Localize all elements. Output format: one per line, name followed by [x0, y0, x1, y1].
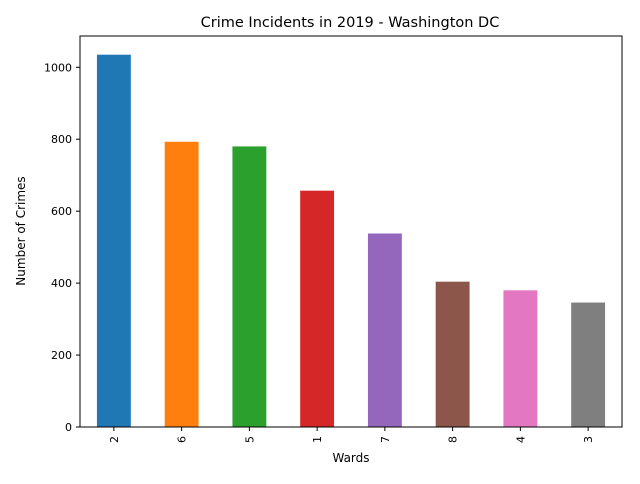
- x-tick-label: 4: [514, 436, 527, 443]
- x-axis-label: Wards: [332, 451, 369, 465]
- bar-ward-6: [164, 141, 199, 427]
- y-axis-label: Number of Crimes: [14, 176, 28, 285]
- bar-ward-2: [96, 54, 131, 427]
- x-tick-label: 2: [108, 436, 121, 443]
- x-tick-label: 6: [176, 436, 189, 443]
- x-tick-label: 1: [311, 436, 324, 443]
- x-tick-label: 5: [243, 436, 256, 443]
- bar-ward-3: [571, 302, 606, 427]
- bar-ward-8: [435, 281, 470, 427]
- x-tick-label: 7: [379, 436, 392, 443]
- plot-frame: [79, 35, 623, 428]
- y-tick-label: 200: [51, 349, 72, 362]
- bar-ward-1: [300, 190, 335, 427]
- bar-ward-7: [367, 233, 402, 427]
- chart-title: Crime Incidents in 2019 - Washington DC: [201, 15, 500, 31]
- x-tick-label: 3: [582, 436, 595, 443]
- bars-layer: [96, 54, 606, 427]
- y-tick-label: 0: [65, 421, 72, 434]
- y-tick-label: 600: [51, 205, 72, 218]
- y-tick-label: 1000: [44, 61, 72, 74]
- y-tick-label: 400: [51, 277, 72, 290]
- x-axis: 2 6 5 1 7 8 4 3: [108, 427, 595, 443]
- bar-ward-4: [503, 290, 538, 427]
- bar-ward-5: [232, 146, 267, 427]
- y-axis: 0 200 400 600 800 1000: [44, 61, 80, 434]
- x-tick-label: 8: [447, 436, 460, 443]
- y-tick-label: 800: [51, 133, 72, 146]
